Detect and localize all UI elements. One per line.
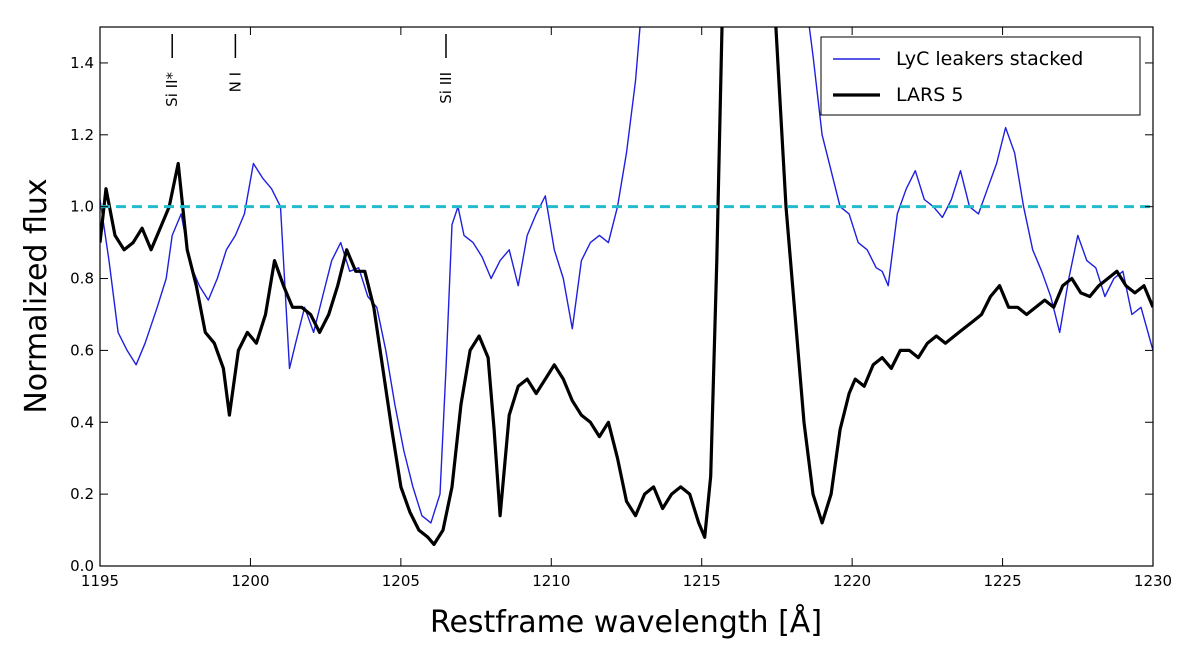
legend-label-lyc: LyC leakers stacked [896, 48, 1083, 70]
series-line-lyc-leakers-stacked-0 [100, 27, 641, 524]
line-markers: Si II* N I Si III [163, 34, 455, 107]
y-tick-label: 0.2 [70, 485, 94, 503]
line-marker-label: Si II* [163, 72, 181, 107]
y-tick-label: 0.4 [70, 413, 94, 431]
x-tick-label: 1215 [683, 572, 721, 590]
series-line-lyc-leakers-stacked-1 [808, 27, 1153, 351]
y-axis: 0.0 0.2 0.4 0.6 0.8 1.0 1.2 1.4 [70, 54, 1153, 575]
line-marker-label: N I [226, 72, 244, 92]
x-tick-label: 1225 [983, 572, 1021, 590]
x-tick-label: 1220 [833, 572, 871, 590]
x-tick-label: 1210 [532, 572, 570, 590]
x-tick-label: 1230 [1134, 572, 1172, 590]
y-axis-title: Normalized flux [19, 178, 54, 413]
legend-box [820, 36, 1141, 116]
y-tick-label: 0.6 [70, 341, 94, 359]
legend-label-lars5: LARS 5 [896, 84, 963, 106]
x-axis-title: Restframe wavelength [Å] [430, 604, 822, 640]
x-tick-label: 1200 [231, 572, 269, 590]
y-tick-label: 1.0 [70, 198, 94, 216]
series-line-lars-5-2 [100, 27, 724, 547]
x-tick-label: 1205 [382, 572, 420, 590]
line-marker-label: Si III [437, 72, 455, 104]
x-axis: 1195 1200 1205 1210 1215 1220 1225 1230 [81, 27, 1172, 590]
legend: LyC leakers stacked LARS 5 [820, 36, 1141, 116]
x-tick-label: 1195 [81, 572, 119, 590]
y-tick-label: 1.4 [70, 54, 94, 72]
plot-area [100, 27, 1153, 547]
series-line-lars-5-3 [774, 27, 1153, 525]
plot-frame [99, 26, 1154, 567]
y-tick-label: 1.2 [70, 126, 94, 144]
y-tick-label: 0.0 [70, 557, 94, 575]
y-tick-label: 0.8 [70, 270, 94, 288]
